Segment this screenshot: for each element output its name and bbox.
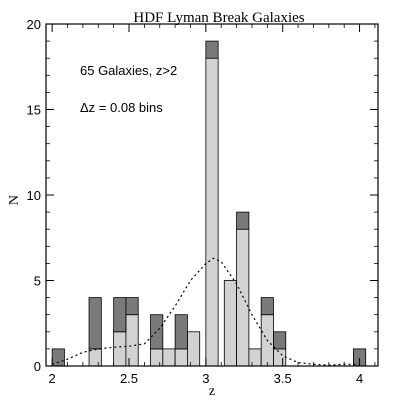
y-axis-label: N	[7, 195, 22, 205]
bar-light	[187, 331, 201, 367]
x-tick-label: 2.5	[120, 371, 138, 386]
bar-light	[223, 280, 237, 367]
bar-dark	[273, 331, 287, 350]
bar-dark	[125, 297, 139, 316]
bar-light	[88, 348, 102, 367]
y-tick-label: 5	[34, 274, 41, 289]
chart-title: HDF Lyman Break Galaxies	[133, 10, 304, 26]
x-tick-label: 3.5	[274, 371, 292, 386]
bar-dark	[113, 297, 127, 333]
bar-light	[236, 228, 250, 367]
bar-light	[205, 57, 219, 367]
x-axis-label: z	[209, 384, 215, 399]
y-tick-label: 15	[27, 103, 41, 118]
bar-dark	[174, 314, 188, 350]
y-tick-label: 0	[34, 359, 41, 374]
y-tick-label: 20	[27, 17, 41, 32]
bar-light	[150, 348, 164, 367]
bar-dark	[236, 211, 250, 230]
dotted-curve	[51, 257, 360, 366]
axis-ticks	[46, 23, 378, 367]
axis-tick-labels: 2 2.5 3 3.5 4 0 5 10 15 20	[27, 17, 364, 386]
bar-dark	[88, 297, 102, 350]
bar-light	[174, 348, 188, 367]
bar-light	[113, 331, 127, 367]
bar-light	[162, 348, 176, 367]
bar-light	[125, 314, 139, 367]
bar-light	[273, 348, 287, 367]
bar-dark	[150, 314, 164, 350]
x-tick-label: 3	[202, 371, 209, 386]
annotation-galaxy-count: 65 Galaxies, z>2	[80, 63, 177, 78]
dark-bars-layer	[51, 40, 367, 367]
light-bars-layer	[88, 57, 287, 367]
bar-dark	[205, 40, 219, 59]
y-tick-label: 10	[27, 188, 41, 203]
bar-light	[248, 348, 262, 367]
x-tick-label: 4	[356, 371, 363, 386]
bar-dark	[260, 297, 274, 316]
x-tick-label: 2	[49, 371, 56, 386]
annotation-bin-size: Δz = 0.08 bins	[80, 100, 163, 115]
bar-dark	[51, 348, 65, 367]
